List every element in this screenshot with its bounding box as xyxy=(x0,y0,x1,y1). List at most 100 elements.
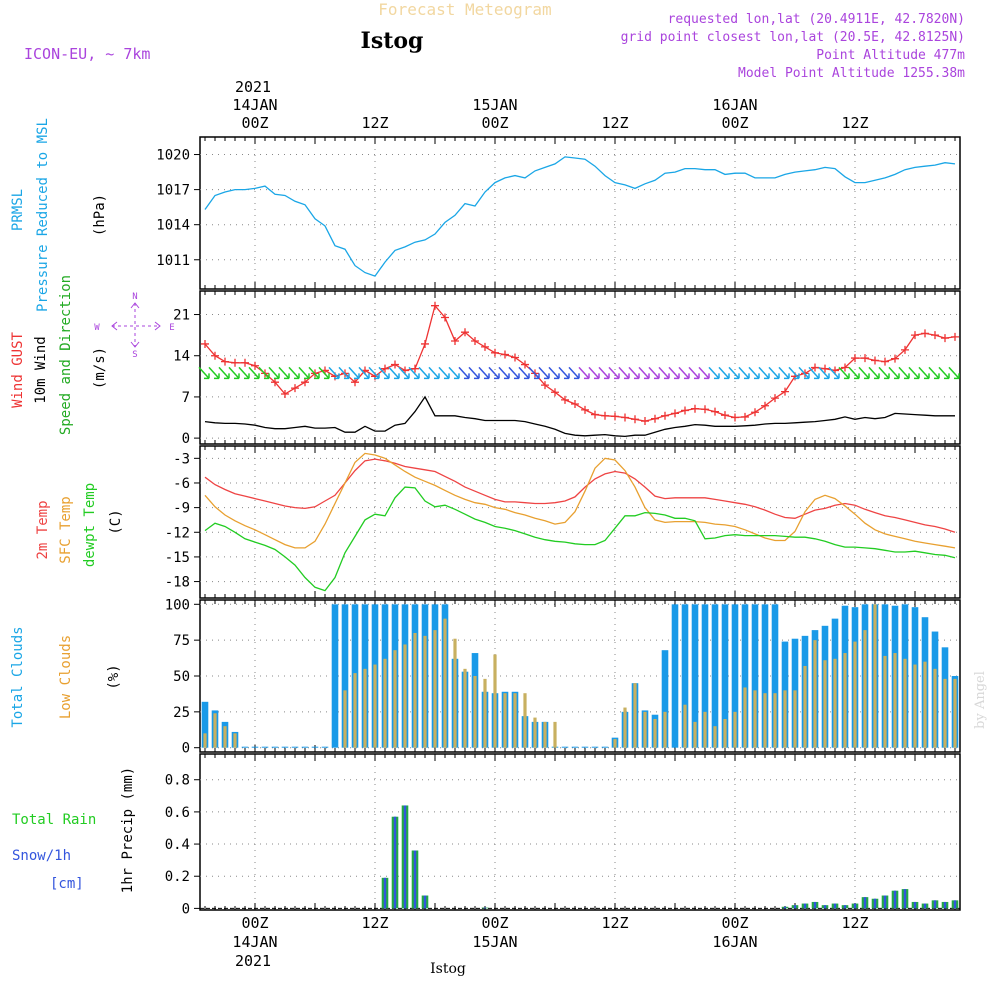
wind-barb-head xyxy=(714,373,720,380)
gust-marker xyxy=(481,342,489,351)
low-cloud-bar xyxy=(533,717,537,748)
gust-marker xyxy=(861,354,869,363)
total-cloud-bar xyxy=(561,746,569,748)
wind-barb-head xyxy=(664,373,670,380)
wind-barb-head xyxy=(704,373,710,380)
point-altitude: Point Altitude 477m xyxy=(816,48,965,63)
snow-bar xyxy=(483,907,487,909)
bottom-time-label: 12Z xyxy=(361,914,388,932)
wind-barb-head xyxy=(894,373,900,380)
gust-marker xyxy=(921,329,929,338)
y-tick-label: 0 xyxy=(182,741,190,757)
top-time-label: 00Z xyxy=(721,114,748,132)
gust-marker xyxy=(651,414,659,423)
temp-sfc-line xyxy=(204,452,956,549)
snow-bar xyxy=(803,903,807,909)
total-cloud-bar xyxy=(241,746,249,748)
wind-barb-head xyxy=(254,373,260,380)
wind-barb-head xyxy=(434,373,440,380)
wind-barb xyxy=(208,366,220,379)
low-cloud-bar xyxy=(543,721,547,748)
wind-barb-head xyxy=(634,373,640,380)
wind-barb-head xyxy=(544,373,550,380)
snow-bar xyxy=(933,900,937,909)
y-tick-label: 0 xyxy=(182,901,190,917)
top-time-label: 12Z xyxy=(361,114,388,132)
clouds-label-2: Low Clouds xyxy=(58,635,74,719)
low-cloud-bar xyxy=(423,635,427,748)
snow-bar xyxy=(913,901,917,909)
low-cloud-bar xyxy=(523,693,527,748)
gust-marker xyxy=(851,354,859,363)
gust-marker xyxy=(281,389,289,398)
low-cloud-bar xyxy=(883,655,887,748)
low-cloud-bar xyxy=(753,690,757,748)
gust-marker xyxy=(601,411,609,420)
wind-barb xyxy=(878,366,890,379)
y-tick-label: 7 xyxy=(182,390,190,406)
wind-label-1: Wind GUST xyxy=(10,332,26,408)
gust-marker xyxy=(491,348,499,357)
total-cloud-bar xyxy=(601,746,609,748)
wind-barb xyxy=(648,366,660,379)
wind-barb xyxy=(828,366,840,379)
wind-barb xyxy=(488,366,500,379)
wind-barb-head xyxy=(264,373,270,380)
low-cloud-bar xyxy=(473,676,477,748)
total-cloud-bar xyxy=(261,746,269,748)
precip-label-2: Snow/1h xyxy=(12,848,71,864)
snow-bar xyxy=(413,850,417,909)
wind-barb-head xyxy=(374,373,380,380)
total-cloud-bar xyxy=(581,746,589,748)
low-cloud-bar xyxy=(233,733,237,748)
low-cloud-bar xyxy=(873,604,877,748)
total-cloud-bar xyxy=(661,650,669,748)
top-date-label: 16JAN xyxy=(712,96,757,114)
bottom-time-label: 00Z xyxy=(241,914,268,932)
y-tick-label: -12 xyxy=(165,525,190,541)
wind-barb-head xyxy=(464,373,470,380)
wind-barb xyxy=(378,366,390,379)
y-tick-label: 0.4 xyxy=(165,837,190,853)
wind-barb-head xyxy=(644,373,650,380)
y-tick-label: -6 xyxy=(173,476,190,492)
temp-label-2: SFC Temp xyxy=(58,496,74,563)
gust-marker xyxy=(731,413,739,422)
panel-frame-0 xyxy=(199,136,961,290)
wind-barb-head xyxy=(844,373,850,380)
wind-barb xyxy=(508,366,520,379)
wind-barb xyxy=(538,366,550,379)
wind-barb xyxy=(328,366,340,379)
gust-marker xyxy=(211,351,219,360)
wind-barb-head xyxy=(684,373,690,380)
wind-barb-head xyxy=(284,373,290,380)
compass-w: W xyxy=(94,323,100,333)
bottom-date-label: 16JAN xyxy=(712,933,757,951)
wind-barb-head xyxy=(524,373,530,380)
wind-barb xyxy=(578,366,590,379)
wind-barb xyxy=(558,366,570,379)
total-cloud-bar xyxy=(671,604,679,748)
wind-barb-head xyxy=(794,373,800,380)
snow-bar xyxy=(793,905,797,909)
bottom-date-label: 14JAN xyxy=(232,933,277,951)
bottom-date-label: 15JAN xyxy=(472,933,517,951)
temp-label-1: 2m Temp xyxy=(35,500,51,559)
pressure-label-2: Pressure Reduced to MSL xyxy=(35,118,51,312)
gust-marker xyxy=(431,301,439,310)
wind-barb xyxy=(198,366,210,379)
gust-marker xyxy=(781,387,789,396)
total-cloud-bar xyxy=(341,604,349,748)
low-cloud-bar xyxy=(433,630,437,748)
low-cloud-bar xyxy=(643,711,647,748)
wind-barb xyxy=(278,366,290,379)
prmsl-line xyxy=(204,156,956,277)
gust-marker xyxy=(421,339,429,348)
wind-barb-head xyxy=(324,373,330,380)
total-cloud-bar xyxy=(741,604,749,748)
gust-marker xyxy=(271,378,279,387)
gust-marker xyxy=(611,412,619,421)
gust-marker xyxy=(691,404,699,413)
low-cloud-bar xyxy=(733,711,737,748)
